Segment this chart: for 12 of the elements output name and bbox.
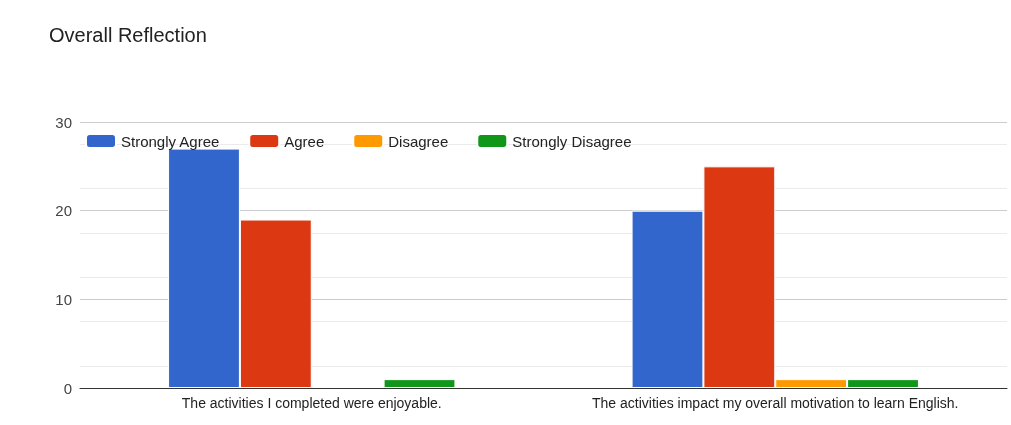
y-tick-label: 0 xyxy=(63,379,72,397)
legend-label: Agree xyxy=(284,132,325,150)
legend-label: Strongly Disagree xyxy=(512,132,632,150)
x-tick-label: The activities I completed were enjoyable. xyxy=(181,395,442,411)
bar xyxy=(383,379,456,388)
y-tick-label: 20 xyxy=(55,202,72,220)
chart-title: Overall Reflection xyxy=(49,24,207,46)
y-tick-label: 10 xyxy=(55,290,72,308)
y-tick-label: 30 xyxy=(55,113,72,131)
legend-label: Strongly Agree xyxy=(121,132,220,150)
legend-label: Disagree xyxy=(388,132,449,150)
x-tick-label: The activities impact my overall motivation to learn English. xyxy=(592,395,959,411)
